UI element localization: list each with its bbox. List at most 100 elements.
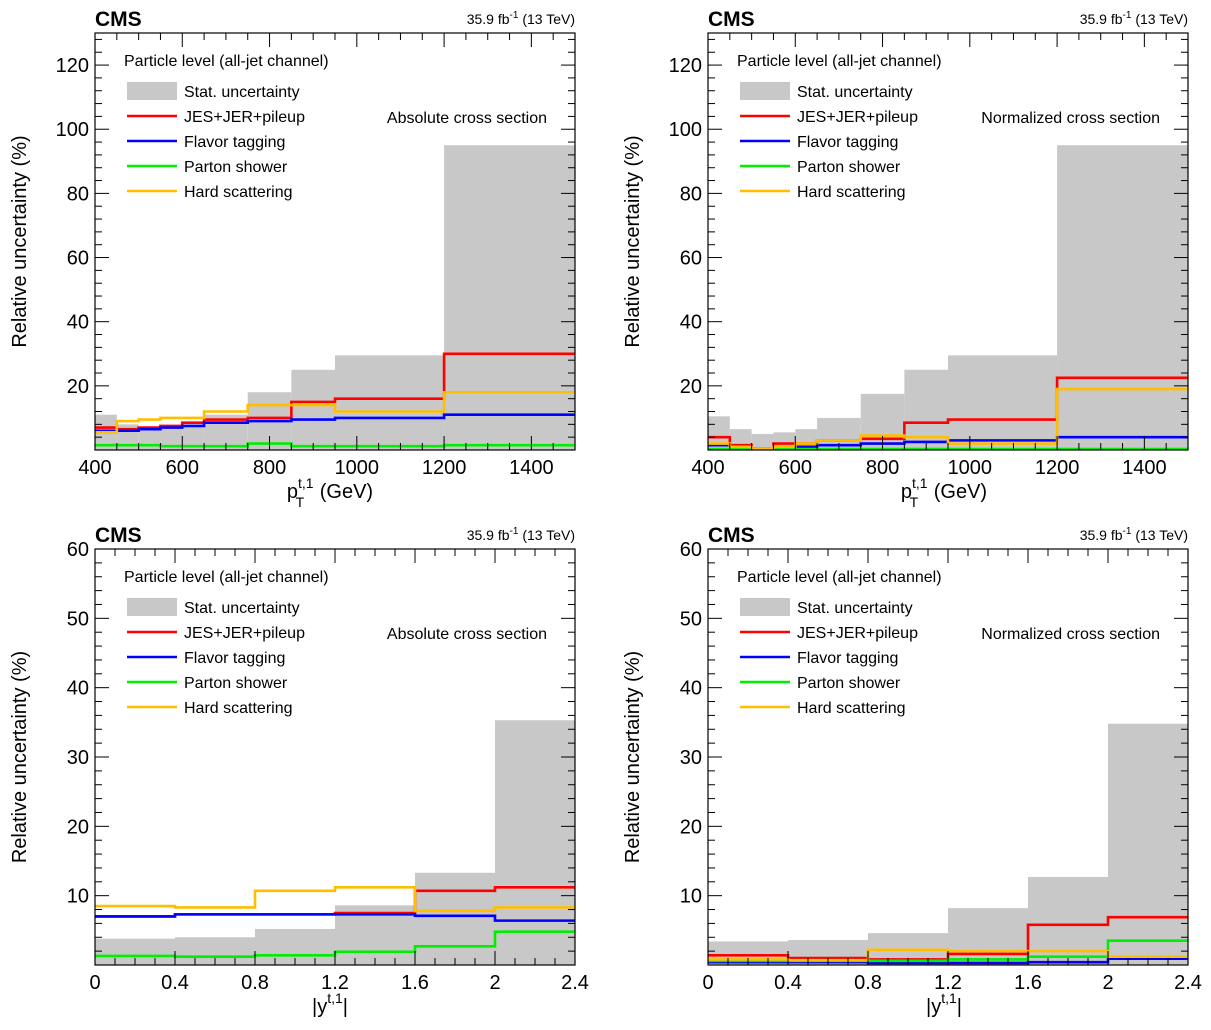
y-tick-label: 10 <box>67 886 89 908</box>
lumi-energy: (13 TeV) <box>1131 11 1188 27</box>
legend-header: Particle level (all-jet channel) <box>124 53 329 70</box>
stat-uncertainty-bar <box>138 427 161 450</box>
stat-uncertainty-bar <box>948 908 1028 965</box>
stat-uncertainty-bar <box>444 145 575 450</box>
lumi-energy: (13 TeV) <box>518 11 575 27</box>
x-tick-label: 600 <box>166 457 199 479</box>
stat-uncertainty-bar <box>291 369 335 450</box>
y-tick-label: 60 <box>67 248 89 270</box>
x-tick-label: 400 <box>691 457 724 479</box>
x-axis-label-sup: t,1 <box>327 990 343 1006</box>
y-tick-label: 120 <box>56 55 89 77</box>
legend-entry-label: Flavor tagging <box>797 650 898 667</box>
x-tick-label: 2 <box>1102 972 1113 994</box>
y-tick-label: 30 <box>680 747 702 769</box>
legend-swatch-stat <box>127 598 177 616</box>
legend-header: Particle level (all-jet channel) <box>124 569 329 586</box>
y-tick-label: 50 <box>67 608 89 630</box>
plot-area <box>95 145 575 450</box>
y-tick-label: 20 <box>67 816 89 838</box>
legend-entry-label: Hard scattering <box>797 700 906 717</box>
panel-top-right: 20 40 60 80 100 120 400 600 800 1000 1200 1400 CMS 35… <box>622 8 1189 510</box>
y-tick-label: 80 <box>67 183 89 205</box>
x-tick-label: 400 <box>78 457 111 479</box>
legend-entry-label: Stat. uncertainty <box>797 600 913 617</box>
y-tick-label: 20 <box>680 816 702 838</box>
stat-uncertainty-bar <box>1108 723 1188 965</box>
legend-entry-label: JES+JER+pileup <box>184 625 305 642</box>
y-tick-label: 30 <box>67 747 89 769</box>
x-tick-label: 1.6 <box>401 972 429 994</box>
x-axis-label-main: |y <box>926 996 941 1018</box>
cms-label: CMS <box>95 8 142 31</box>
annotation-label: Normalized cross section <box>981 626 1160 643</box>
x-axis-label: |yt,1| <box>926 990 962 1018</box>
annotation-label: Absolute cross section <box>387 626 547 643</box>
x-axis-label-sub: T <box>910 494 919 510</box>
panel-bottom-right: 10 20 30 40 50 60 0 0.4 0.8 1.2 1.6 2 2.4 CMS 35.9 fb-… <box>622 524 1202 1018</box>
plot-area <box>708 145 1188 450</box>
x-axis-label-sub: T <box>296 494 305 510</box>
lumi-value: 35.9 fb <box>1080 527 1123 543</box>
x-tick-label: 800 <box>253 457 286 479</box>
legend-swatch-stat <box>740 598 790 616</box>
annotation-label: Normalized cross section <box>981 110 1160 127</box>
y-tick-label: 100 <box>56 119 89 141</box>
y-tick-label: 20 <box>67 376 89 398</box>
legend-entry-label: Hard scattering <box>184 184 293 201</box>
legend-entry-label: Hard scattering <box>184 700 293 717</box>
x-axis-label-unit: (GeV) <box>928 481 987 503</box>
legend-header: Particle level (all-jet channel) <box>737 53 942 70</box>
lumi-value: 35.9 fb <box>467 11 510 27</box>
stat-uncertainty-bar <box>182 424 205 450</box>
x-tick-label: 0 <box>89 972 100 994</box>
x-tick-label: 2 <box>489 972 500 994</box>
x-axis-label-unit: (GeV) <box>314 481 373 503</box>
lumi-value: 35.9 fb <box>467 527 510 543</box>
x-tick-label: 0 <box>702 972 713 994</box>
legend-entry-label: Parton shower <box>797 675 901 692</box>
legend-header: Particle level (all-jet channel) <box>737 569 942 586</box>
legend-entry-label: Stat. uncertainty <box>184 600 300 617</box>
y-tick-label: 80 <box>680 183 702 205</box>
x-axis-label-main: p <box>901 481 912 503</box>
stat-uncertainty-bar <box>495 720 575 965</box>
x-axis-label-main: p <box>287 481 298 503</box>
x-tick-label: 0.8 <box>241 972 269 994</box>
series-flavor-line <box>95 413 575 433</box>
stat-uncertainty-bar <box>160 427 183 450</box>
panel-top-left: 20 40 60 80 100 120 400 600 800 1000 1200 1400 CMS 35… <box>9 8 576 510</box>
y-tick-label: 50 <box>680 608 702 630</box>
lumi-label: 35.9 fb-1 (13 TeV) <box>1080 526 1188 543</box>
lumi-energy: (13 TeV) <box>518 527 575 543</box>
y-axis-label: Relative uncertainty (%) <box>622 135 644 347</box>
y-axis-label: Relative uncertainty (%) <box>9 135 31 347</box>
y-tick-label: 60 <box>680 539 702 561</box>
lumi-value: 35.9 fb <box>1080 11 1123 27</box>
legend-entry-label: JES+JER+pileup <box>797 625 918 642</box>
legend-entry-label: Parton shower <box>184 159 288 176</box>
legend-entry-label: Flavor tagging <box>797 134 898 151</box>
legend-entry-label: Parton shower <box>184 675 288 692</box>
y-tick-label: 40 <box>680 312 702 334</box>
y-tick-label: 40 <box>680 678 702 700</box>
x-tick-label: 1000 <box>335 457 380 479</box>
plot-area <box>95 720 575 965</box>
x-tick-label: 2.4 <box>1174 972 1202 994</box>
legend-entry-label: JES+JER+pileup <box>797 109 918 126</box>
y-axis-label: Relative uncertainty (%) <box>622 651 644 863</box>
x-tick-label: 1400 <box>509 457 554 479</box>
legend-entry-label: Flavor tagging <box>184 650 285 667</box>
y-tick-label: 60 <box>680 248 702 270</box>
x-axis-label-unit: | <box>343 996 348 1018</box>
plot-area <box>708 723 1188 965</box>
x-tick-label: 1400 <box>1122 457 1167 479</box>
x-tick-label: 1200 <box>422 457 467 479</box>
x-axis-label-sup: t,1 <box>298 475 314 491</box>
stat-uncertainty-bar <box>415 872 495 965</box>
y-axis-label: Relative uncertainty (%) <box>9 651 31 863</box>
legend-entry-label: Parton shower <box>797 159 901 176</box>
lumi-exponent: -1 <box>1123 10 1132 21</box>
series-flavor-line <box>95 913 575 922</box>
cms-label: CMS <box>708 524 755 547</box>
